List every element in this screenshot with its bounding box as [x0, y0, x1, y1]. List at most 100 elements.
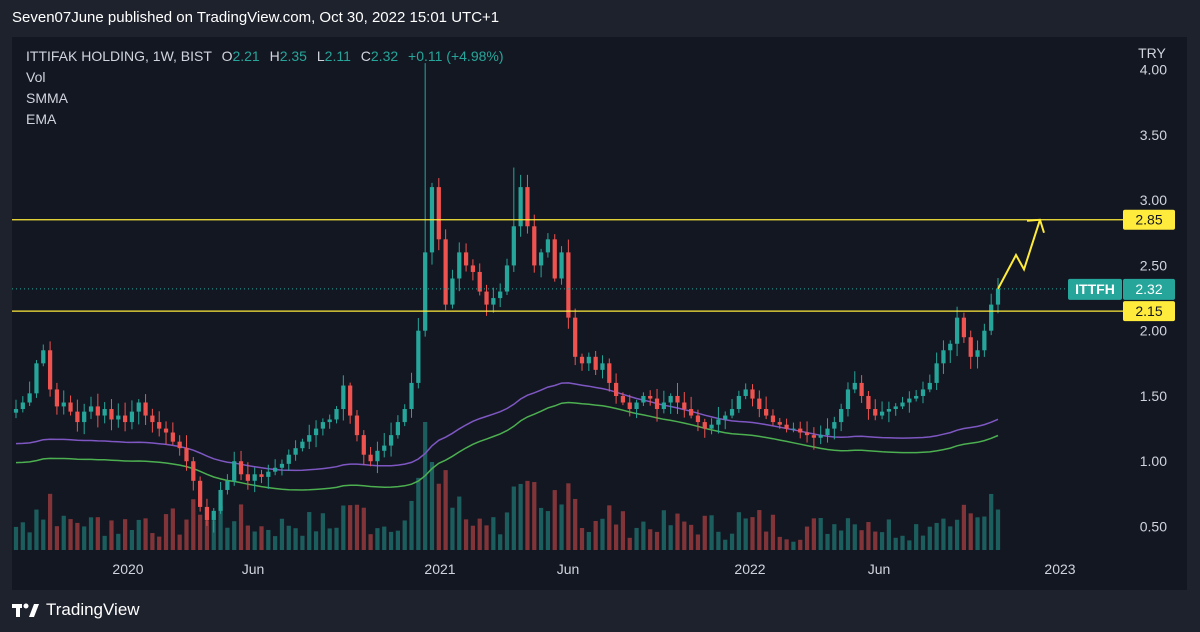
indicator-smma[interactable]: SMMA	[26, 90, 68, 106]
candle-body	[157, 422, 162, 429]
volume-bar	[770, 514, 776, 550]
indicator-vol[interactable]: Vol	[26, 69, 46, 85]
candle-body	[675, 395, 680, 403]
volume-bar	[648, 529, 653, 550]
close-value: 2.32	[370, 48, 399, 64]
candle-body	[934, 363, 939, 383]
candle-body	[702, 422, 707, 429]
candle-body	[729, 409, 735, 416]
volume-bar	[518, 483, 523, 550]
volume-bar	[907, 540, 912, 550]
volume-bar	[122, 519, 128, 550]
volume-bar	[573, 498, 578, 550]
volume-bar	[395, 530, 401, 550]
candle-body	[136, 402, 141, 412]
volume-bar	[729, 533, 735, 550]
y-tick-label: 0.50	[1140, 519, 1167, 535]
volume-bar	[47, 493, 53, 550]
volume-bar	[511, 486, 516, 550]
candle-body	[593, 356, 598, 370]
candle-body	[620, 395, 626, 403]
candle-body	[641, 395, 646, 403]
volume-bar	[375, 528, 380, 550]
candle-body	[757, 398, 762, 410]
volume-bar	[423, 422, 428, 550]
volume-bar	[143, 518, 148, 550]
volume-bar	[995, 509, 1001, 550]
volume-bar	[566, 483, 571, 550]
candle-body	[798, 428, 803, 433]
candle-body	[954, 317, 960, 344]
volume-bar	[327, 528, 332, 550]
volume-bar	[204, 520, 210, 550]
volume-bar	[416, 477, 421, 550]
volume-bar	[450, 507, 455, 550]
symbol-label[interactable]: ITTIFAK HOLDING, 1W, BIST	[26, 48, 212, 64]
candle-body	[409, 382, 414, 410]
x-tick-label: 2022	[734, 561, 765, 577]
candle-body	[20, 402, 25, 410]
candle-body	[552, 239, 557, 279]
volume-bar	[157, 536, 162, 550]
volume-bar	[252, 531, 257, 550]
candle-body	[804, 432, 810, 436]
candle-body	[232, 461, 237, 481]
volume-bar	[88, 517, 94, 550]
volume-bar	[184, 519, 189, 550]
level-label: 2.15	[1135, 303, 1162, 319]
x-tick-label: Jun	[868, 561, 891, 577]
volume-bar	[470, 525, 476, 550]
candle-body	[777, 422, 782, 425]
candle-body	[34, 363, 39, 394]
candle-body	[402, 409, 407, 423]
volume-bar	[825, 533, 830, 550]
volume-bar	[702, 515, 707, 550]
candle-body	[259, 474, 264, 477]
candle-body	[573, 317, 578, 357]
volume-bar	[293, 528, 298, 550]
candle-body	[122, 415, 128, 423]
candle-body	[886, 409, 892, 412]
tradingview-footer[interactable]: TradingView	[12, 596, 140, 624]
volume-bar	[307, 512, 312, 550]
volume-bar	[532, 482, 537, 550]
volume-bar	[525, 480, 530, 550]
volume-bar	[348, 505, 353, 550]
y-tick-label: 2.50	[1140, 257, 1167, 273]
candle-body	[395, 422, 401, 436]
indicator-ema[interactable]: EMA	[26, 111, 57, 127]
volume-bar	[607, 505, 612, 550]
candle-body	[982, 330, 987, 351]
candle-body	[989, 304, 994, 331]
volume-bar	[498, 534, 503, 550]
volume-bar	[409, 500, 414, 550]
volume-bar	[600, 518, 605, 550]
volume-bar	[436, 483, 441, 550]
volume-bar	[866, 522, 871, 550]
candle-body	[518, 187, 523, 227]
volume-bar	[845, 518, 851, 550]
volume-bar	[811, 518, 816, 550]
arrow-head	[1026, 218, 1045, 234]
candle-body	[163, 428, 169, 433]
candle-body	[961, 317, 967, 338]
x-tick-label: Jun	[242, 561, 265, 577]
volume-bar	[286, 525, 291, 550]
volume-bar	[675, 513, 680, 550]
y-tick-label: 4.00	[1140, 62, 1167, 78]
candle-body	[82, 411, 87, 423]
candle-body	[41, 350, 46, 364]
volume-bar	[354, 504, 360, 550]
candle-body	[484, 291, 489, 305]
volume-bar	[784, 539, 789, 550]
candle-body	[736, 395, 741, 410]
candle-body	[27, 393, 32, 403]
level-marker	[1123, 301, 1175, 322]
volume-bar	[191, 499, 196, 550]
candle-body	[300, 441, 305, 449]
currency-label: TRY	[1138, 45, 1166, 61]
candle-body	[920, 389, 926, 396]
candle-body	[423, 252, 428, 331]
candle-body	[845, 389, 851, 410]
